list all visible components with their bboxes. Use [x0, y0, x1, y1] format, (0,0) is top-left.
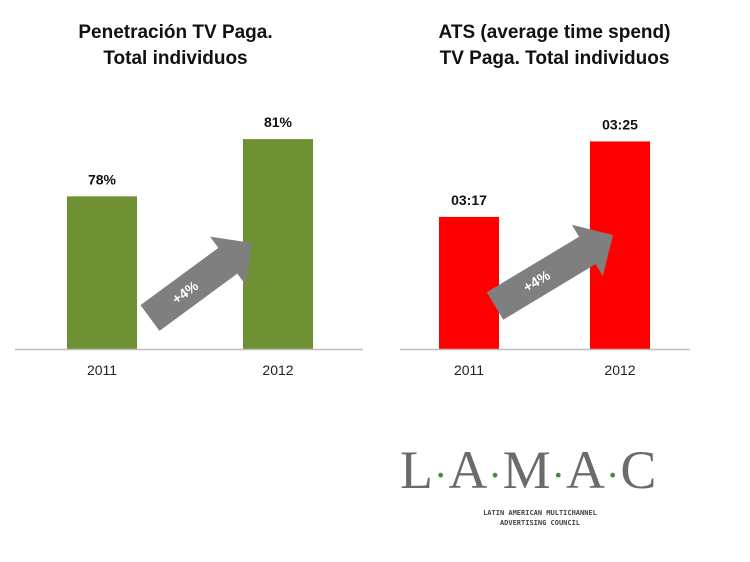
penetration-title-line2: Total individuos — [103, 48, 248, 69]
ats-chart: ATS (average time spend) TV Paga. Total … — [375, 0, 750, 400]
x-tick-label: 2012 — [262, 362, 293, 378]
bar — [243, 139, 313, 349]
logo-letter: C — [620, 440, 658, 500]
x-tick-label: 2012 — [604, 362, 635, 378]
data-label: 03:25 — [602, 116, 638, 132]
ats-title-line1: ATS (average time spend) — [438, 22, 671, 43]
growth-arrow: +4% — [140, 236, 253, 331]
arrow-shape — [486, 224, 613, 320]
logo-letter: A — [566, 440, 606, 500]
lamac-logo-subtitle: LATIN AMERICAN MULTICHANNEL ADVERTISING … — [460, 508, 620, 528]
logo-letter: A — [448, 440, 489, 500]
lamac-logo-word: L·A·M·A·C — [400, 440, 710, 506]
bar — [439, 216, 499, 349]
penetration-plot: 78% 2011 81% 2012 +4% — [15, 114, 363, 378]
x-tick-label: 2011 — [87, 362, 117, 378]
logo-dot: · — [606, 452, 621, 498]
penetration-chart: Penetración TV Paga. Total individuos 78… — [0, 0, 375, 400]
lamac-logo: L·A·M·A·C LATIN AMERICAN MULTICHANNEL AD… — [400, 440, 710, 528]
penetration-title-line1: Penetración TV Paga. — [78, 22, 273, 43]
x-tick-label: 2011 — [454, 362, 484, 378]
logo-subtitle-line1: LATIN AMERICAN MULTICHANNEL — [483, 508, 597, 517]
growth-arrow: +4% — [486, 224, 613, 320]
data-label: 78% — [88, 171, 117, 187]
ats-chart-title: ATS (average time spend) TV Paga. Total … — [367, 20, 742, 72]
logo-letter: L — [400, 440, 434, 500]
logo-dot: · — [551, 452, 566, 498]
ats-title-line2: TV Paga. Total individuos — [439, 48, 670, 69]
penetration-chart-title: Penetración TV Paga. Total individuos — [0, 20, 363, 72]
logo-dot: · — [488, 452, 503, 498]
logo-dot: · — [434, 452, 449, 498]
logo-subtitle-line2: ADVERTISING COUNCIL — [499, 518, 581, 527]
ats-plot: 03:17 2011 03:25 2012 +4% — [400, 116, 690, 378]
data-label: 81% — [264, 114, 293, 130]
bar — [67, 196, 137, 349]
arrow-shape — [140, 236, 253, 331]
logo-letter: M — [502, 440, 552, 500]
data-label: 03:17 — [451, 192, 487, 208]
